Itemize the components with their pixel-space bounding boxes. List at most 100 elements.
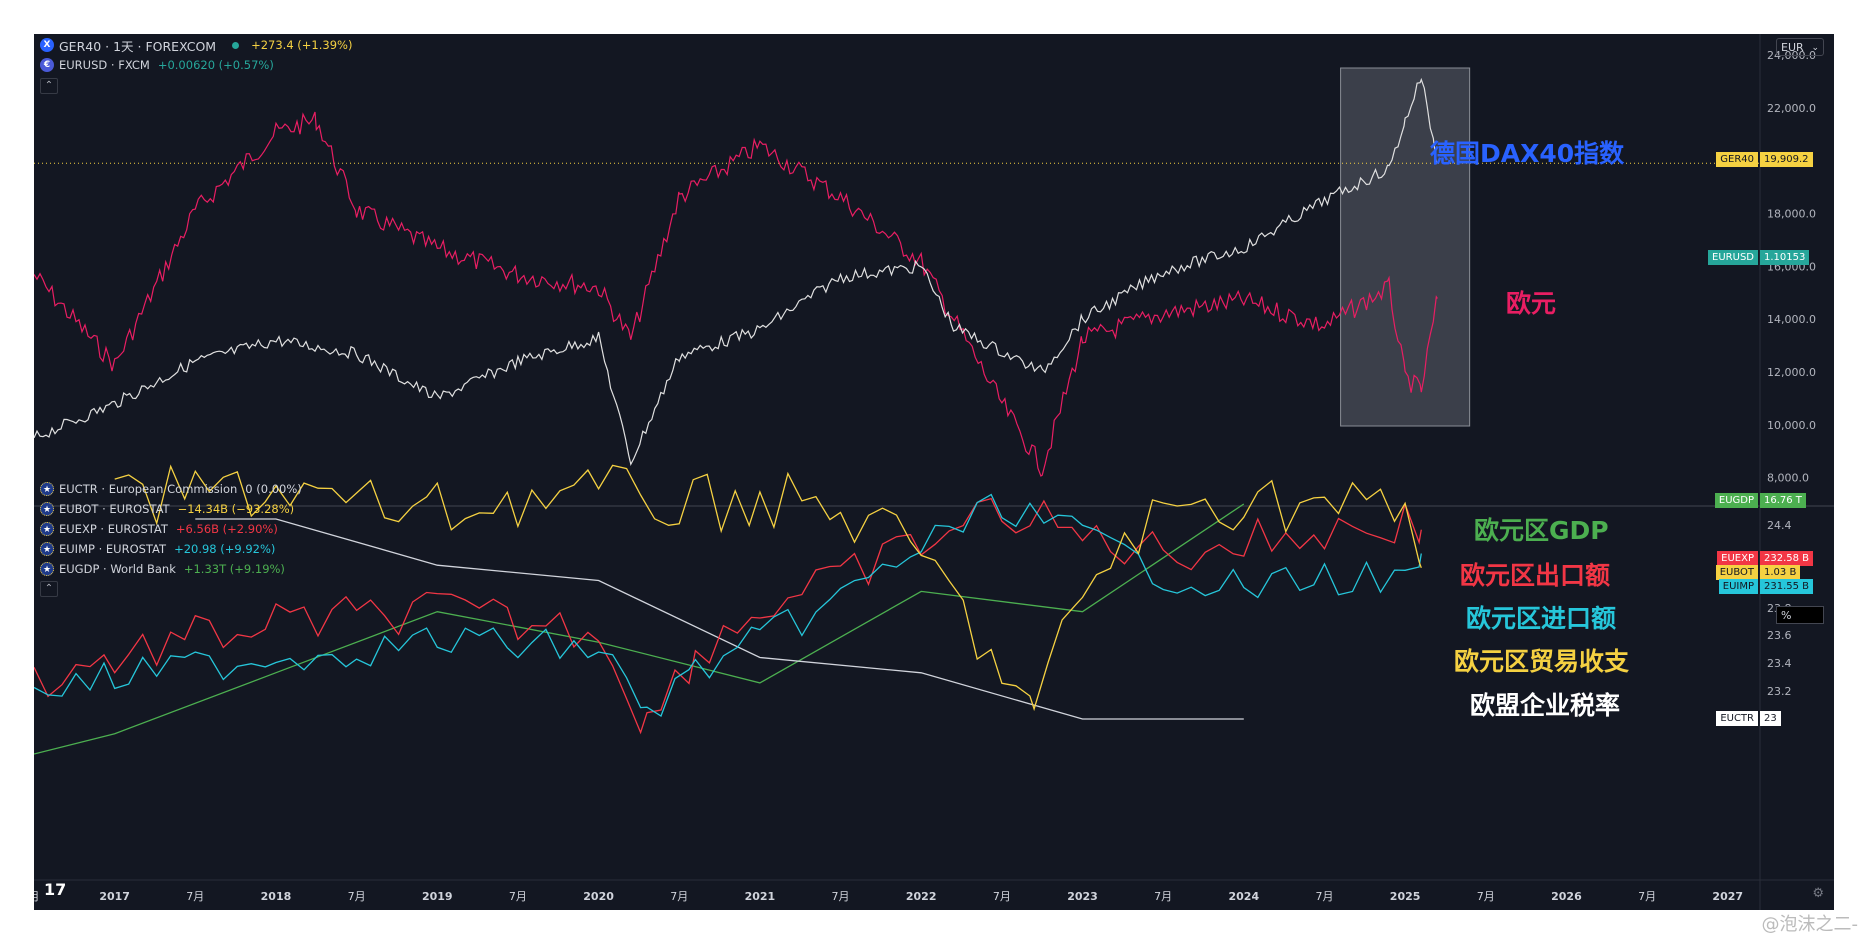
tradingview-logo[interactable]: 17 bbox=[44, 880, 67, 899]
highlight-box bbox=[1340, 67, 1471, 427]
y-tick-label: 23.2 bbox=[1767, 685, 1792, 698]
lower-legend-row[interactable]: ★ EUGDP · World Bank +1.33T (+9.19%) bbox=[40, 560, 289, 578]
x-tick-label: 2026 bbox=[1551, 890, 1582, 903]
series-line-euimp bbox=[34, 493, 1422, 717]
lower-legend-row[interactable]: ★ EUEXP · EUROSTAT +6.56B (+2.90%) bbox=[40, 520, 282, 538]
x-tick-label: 2022 bbox=[906, 890, 937, 903]
x-tick-label: 2020 bbox=[583, 890, 614, 903]
x-tick-label: 2019 bbox=[422, 890, 453, 903]
x-tick-label: 月 bbox=[34, 890, 40, 903]
eurusd-series-line bbox=[34, 111, 1438, 477]
x-tick-label: 2025 bbox=[1390, 890, 1421, 903]
main-symbol-name: GER40 · 1天 · FOREXCOM bbox=[59, 38, 217, 54]
lower-legend-value: −14.34B (−93.28%) bbox=[177, 502, 295, 516]
percent-label: % bbox=[1781, 609, 1792, 622]
x-tick-label: 7月 bbox=[670, 890, 688, 903]
price-tag-label: EUBOT bbox=[1715, 565, 1758, 580]
x-tick-label: 7月 bbox=[186, 890, 204, 903]
collapse-legend-button[interactable]: ⌃ bbox=[40, 78, 58, 94]
eu-flag-icon: ★ bbox=[40, 482, 54, 496]
watermark: @泡沫之二- bbox=[1761, 914, 1859, 935]
price-tag-label: EURUSD bbox=[1708, 250, 1758, 265]
y-tick-label: 8,000.0 bbox=[1767, 472, 1809, 485]
eu-flag-icon: ★ bbox=[40, 562, 54, 576]
chart-annotation[interactable]: 欧元区出口额 bbox=[1460, 561, 1611, 590]
x-tick-label: 2023 bbox=[1067, 890, 1098, 903]
x-tick-label: 2027 bbox=[1712, 890, 1743, 903]
x-tick-label: 7月 bbox=[1154, 890, 1172, 903]
chart-annotation[interactable]: 欧元区贸易收支 bbox=[1454, 647, 1630, 676]
overlay-symbol-name: EURUSD · FXCM bbox=[59, 58, 150, 72]
x-tick-label: 7月 bbox=[832, 890, 850, 903]
lower-legend-value: 0 (0.00%) bbox=[245, 482, 302, 496]
lower-legend-name: EUIMP · EUROSTAT bbox=[59, 542, 167, 556]
lower-legend-row[interactable]: ★ EUCTR · European Commission 0 (0.00%) bbox=[40, 480, 306, 498]
currency-value: EUR bbox=[1781, 41, 1804, 54]
x-tick-label: 7月 bbox=[993, 890, 1011, 903]
currency-select[interactable]: EUR ⌄ bbox=[1776, 38, 1824, 56]
series-line-euexp bbox=[34, 497, 1422, 735]
price-tag-value: 16.76 T bbox=[1760, 493, 1806, 508]
lower-legend-value: +1.33T (+9.19%) bbox=[183, 562, 285, 576]
x-tick-label: 2017 bbox=[99, 890, 130, 903]
percent-scale-toggle[interactable]: % bbox=[1776, 606, 1824, 624]
x-tick-label: 7月 bbox=[348, 890, 366, 903]
lower-legend-name: EUEXP · EUROSTAT bbox=[59, 522, 168, 536]
overlay-symbol-legend[interactable]: € EURUSD · FXCM +0.00620 (+0.57%) bbox=[40, 56, 274, 74]
price-tag-value: 1.10153 bbox=[1760, 250, 1810, 265]
currency-pair-icon: € bbox=[40, 58, 54, 72]
series-line-eubot bbox=[114, 464, 1422, 712]
y-tick-label: 22,000.0 bbox=[1767, 102, 1816, 115]
x-tick-label: 2021 bbox=[745, 890, 776, 903]
main-change: +273.4 (+1.39%) bbox=[251, 38, 353, 52]
x-tick-label: 2024 bbox=[1229, 890, 1260, 903]
price-tag-label: EUIMP bbox=[1718, 579, 1758, 594]
chart-canvas[interactable]: 8,000.010,000.012,000.014,000.016,000.01… bbox=[34, 34, 1834, 910]
y-tick-label: 10,000.0 bbox=[1767, 419, 1816, 432]
y-tick-label: 12,000.0 bbox=[1767, 366, 1816, 379]
chevron-down-icon: ⌄ bbox=[1811, 43, 1819, 53]
price-tag-value: 232.58 B bbox=[1760, 551, 1814, 566]
price-tag-value: 23 bbox=[1760, 711, 1781, 726]
x-tick-label: 7月 bbox=[509, 890, 527, 903]
main-symbol-legend[interactable]: X GER40 · 1天 · FOREXCOM +273.4 (+1.39%) bbox=[40, 36, 352, 54]
live-dot-icon bbox=[232, 41, 240, 49]
x-tick-label: 2018 bbox=[261, 890, 292, 903]
lower-legend-value: +6.56B (+2.90%) bbox=[175, 522, 278, 536]
y-tick-label: 24.4 bbox=[1767, 519, 1792, 532]
collapse-lower-legend-button[interactable]: ⌃ bbox=[40, 581, 58, 597]
series-line-euctr bbox=[195, 518, 1244, 720]
lower-legend-name: EUBOT · EUROSTAT bbox=[59, 502, 170, 516]
lower-legend-row[interactable]: ★ EUBOT · EUROSTAT −14.34B (−93.28%) bbox=[40, 500, 298, 518]
lower-legend-value: +20.98 (+9.92%) bbox=[174, 542, 276, 556]
y-tick-label: 23.4 bbox=[1767, 657, 1792, 670]
gear-icon[interactable]: ⚙ bbox=[1812, 886, 1824, 901]
ger40-series-line bbox=[34, 77, 1438, 467]
price-tag-value: 1.03 B bbox=[1760, 565, 1801, 580]
eu-flag-icon: ★ bbox=[40, 522, 54, 536]
price-tag-label: GER40 bbox=[1716, 152, 1758, 167]
lower-legend-row[interactable]: ★ EUIMP · EUROSTAT +20.98 (+9.92%) bbox=[40, 540, 279, 558]
eu-flag-icon: ★ bbox=[40, 502, 54, 516]
x-tick-label: 7月 bbox=[1638, 890, 1656, 903]
price-tag-label: EUGDP bbox=[1714, 493, 1758, 508]
y-tick-label: 18,000.0 bbox=[1767, 208, 1816, 221]
eu-flag-icon: ★ bbox=[40, 542, 54, 556]
chart-annotation[interactable]: 欧盟企业税率 bbox=[1470, 691, 1621, 720]
price-tag-value: 231.55 B bbox=[1760, 579, 1814, 594]
chart-annotation[interactable]: 欧元 bbox=[1506, 289, 1557, 318]
chart-annotation[interactable]: 德国DAX40指数 bbox=[1430, 139, 1625, 168]
lower-legend-name: EUCTR · European Commission bbox=[59, 482, 238, 496]
y-tick-label: 14,000.0 bbox=[1767, 313, 1816, 326]
chart-window: 8,000.0 10,000.0 12,000.0 14,000.0 16,000.0 1… bbox=[34, 34, 1834, 910]
x-tick-label: 7月 bbox=[1315, 890, 1333, 903]
lower-legend-name: EUGDP · World Bank bbox=[59, 562, 176, 576]
price-tag-value: 19,909.2 bbox=[1760, 152, 1813, 167]
price-tag-label: EUCTR bbox=[1716, 711, 1758, 726]
x-icon: X bbox=[40, 38, 54, 52]
x-tick-label: 7月 bbox=[1477, 890, 1495, 903]
chart-annotation[interactable]: 欧元区GDP bbox=[1474, 516, 1609, 545]
chart-annotation[interactable]: 欧元区进口额 bbox=[1466, 604, 1617, 633]
y-tick-label: 23.6 bbox=[1767, 629, 1792, 642]
price-tag-label: EUEXP bbox=[1717, 551, 1758, 566]
